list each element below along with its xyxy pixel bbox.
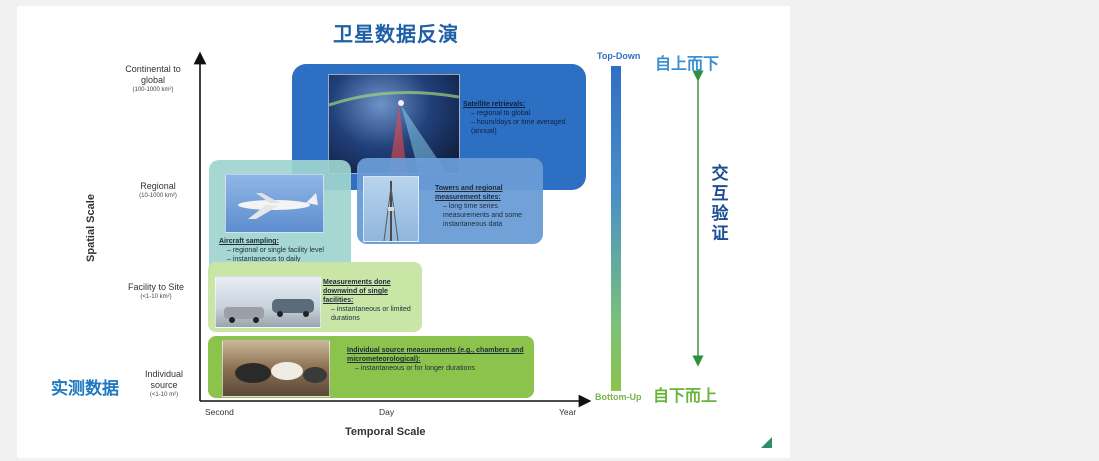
y-label-text: Facility to Site [127,282,185,292]
facility-item: instantaneous or limited durations [331,305,419,323]
y-label-sub: (<1-10 km²) [140,294,172,300]
individual-item: instantaneous or for longer durations [355,364,527,373]
y-label-facility: Facility to Site (<1-10 km²) [119,282,193,301]
top-down-cn-label: 自上而下 [655,56,720,73]
x-tick-year: Year [559,407,577,417]
satellite-item: hours/days or time averaged (annual) [471,118,575,136]
measured-data-label: 实测数据 [51,379,119,398]
satellite-heading: Satellite retrievals: [463,101,526,108]
livestock-icon [235,362,327,383]
slide: 卫星数据反演 Spatial Scale Continental to glob… [17,6,790,458]
facility-image [215,276,321,328]
satellite-note: Satellite retrievals: regional to global… [463,100,575,136]
satellite-image [328,74,460,174]
x-tick-second: Second [205,407,234,417]
individual-note: Individual source measurements (e.g., ch… [347,346,527,373]
towers-heading: Towers and regional measurement sites: [435,185,503,201]
y-label-sub: (10-1000 km²) [139,193,177,199]
aircraft-item: instantaneous to daily [227,255,345,264]
axes [193,51,704,408]
slide-title: 卫星数据反演 [333,24,459,46]
top-down-label: Top-Down [597,51,641,61]
individual-image [222,340,330,397]
y-label-text: Individual source [144,369,184,390]
towers-note: Towers and regional measurement sites: l… [435,184,541,229]
y-label-regional: Regional (10-1000 km²) [123,181,193,200]
y-label-text: Regional [140,181,176,191]
tower-icon [383,181,399,242]
bottom-up-label: Bottom-Up [595,392,642,402]
aircraft-item: regional or single facility level [227,246,345,255]
y-label-continental: Continental to global (100-1000 km²) [113,64,193,94]
y-label-sub: (<1-10 m²) [149,392,179,398]
individual-heading: Individual source measurements (e.g., ch… [347,347,524,363]
x-tick-day: Day [379,407,395,417]
tower-image [363,176,419,242]
towers-item: long time series measurements and some i… [443,202,541,229]
top-down-bottom-up-bar [611,66,621,391]
y-label-sub: (100-1000 km²) [132,87,174,93]
satellite-item: regional to global [471,109,575,118]
aircraft-heading: Aircraft sampling: [219,238,279,245]
cross-validation-label: 交互验证 [711,164,729,243]
facility-heading: Measurements done downwind of single fac… [323,279,391,304]
corner-triangle-icon [761,437,772,448]
aircraft-image [225,174,324,233]
y-label-text: Continental to global [125,64,181,85]
y-axis-title: Spatial Scale [85,194,97,262]
facility-note: Measurements done downwind of single fac… [323,278,419,323]
y-label-individual: Individual source (<1-10 m²) [135,369,193,399]
bottom-up-cn-label: 自下而上 [653,388,718,405]
satellite-beams-icon [329,91,459,173]
airplane-icon [238,193,318,219]
aircraft-note: Aircraft sampling: regional or single fa… [219,237,345,264]
vehicles-icon [224,299,314,323]
x-axis-title: Temporal Scale [345,426,426,438]
